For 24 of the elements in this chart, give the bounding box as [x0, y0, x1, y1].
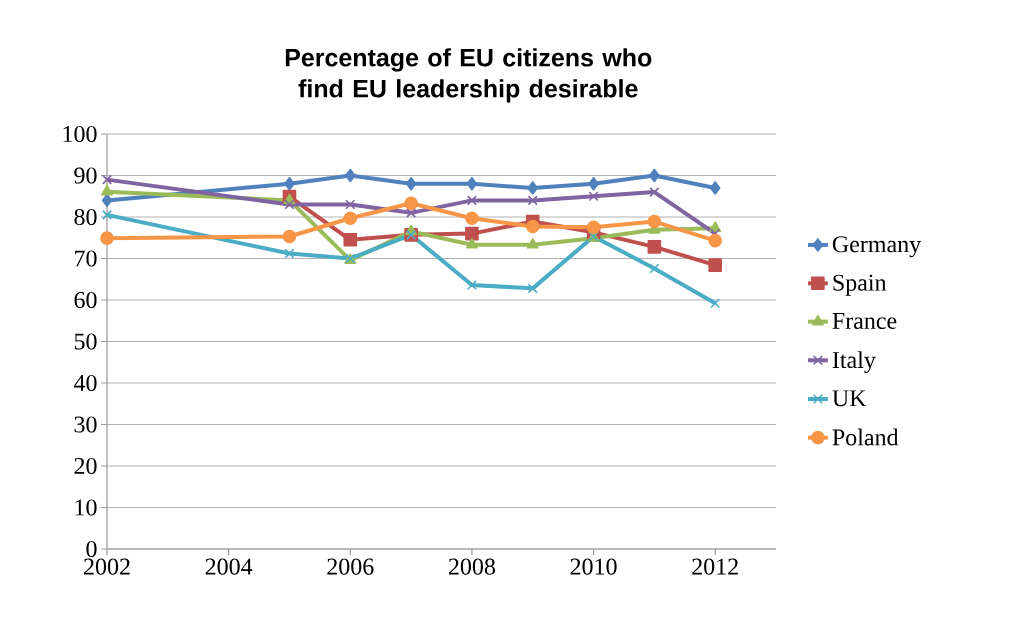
y-tick-label: 20	[74, 457, 97, 475]
y-tick-label: 30	[74, 416, 97, 433]
y-tick-label: 0	[86, 540, 97, 558]
y-tick-label: 10	[75, 499, 97, 516]
x-tick-label: 2006	[327, 558, 374, 575]
y-tick-label: 50	[74, 333, 97, 350]
chart-title: Percentage of EU citizens who find EU leadership desirable	[285, 48, 652, 103]
y-tick-label: 60	[74, 291, 97, 309]
legend-label: Poland	[832, 428, 899, 446]
legend-label: Spain	[833, 274, 887, 296]
y-tick-label: 80	[74, 208, 97, 226]
x-tick-label: 2004	[205, 558, 253, 575]
y-tick-label: 70	[75, 250, 97, 267]
y-tick-label: 40	[73, 374, 97, 392]
x-tick-label: 2002	[84, 558, 130, 575]
x-tick-label: 2008	[448, 558, 495, 575]
y-tick-label: 100	[63, 125, 97, 143]
x-tick-label: 2012	[692, 558, 738, 575]
legend-label: Italy	[832, 351, 876, 374]
y-tick-label: 90	[74, 167, 97, 184]
x-tick-label: 2010	[570, 558, 617, 575]
legend-label: UK	[832, 390, 867, 407]
legend-label: Germany	[832, 236, 922, 258]
legend-label: France	[832, 313, 897, 329]
